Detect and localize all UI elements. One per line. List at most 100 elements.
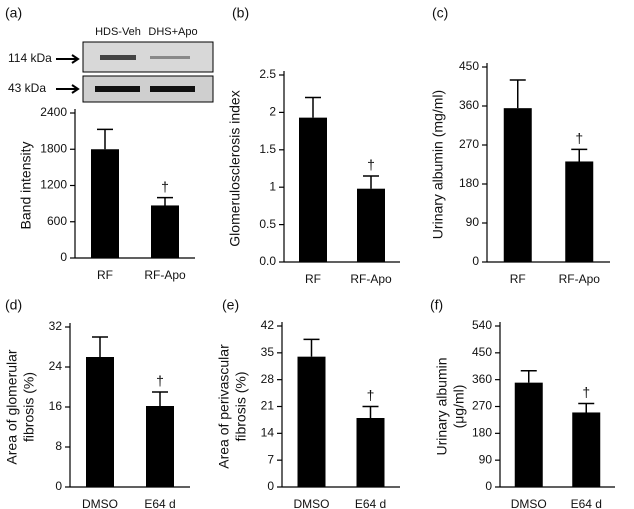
- significance-mark: †: [367, 157, 375, 173]
- panel-label: (e): [222, 297, 239, 313]
- y-axis-label: fibrosis (%): [233, 371, 249, 441]
- y-tick-label: 0: [267, 479, 274, 493]
- x-tick-label: E64 d: [355, 497, 386, 509]
- y-tick-label: 1: [269, 179, 276, 193]
- x-tick-label: RF-Apo: [350, 272, 392, 286]
- significance-mark: †: [156, 373, 164, 389]
- significance-mark: †: [575, 130, 583, 146]
- y-tick-label: 0: [60, 250, 67, 264]
- bar: [297, 356, 326, 487]
- bar: [565, 161, 594, 262]
- y-tick-label: 90: [479, 452, 493, 466]
- error-bar: [152, 391, 168, 406]
- y-tick-label: 32: [49, 319, 63, 333]
- panel-label: (f): [430, 297, 443, 313]
- bar: [357, 188, 385, 262]
- x-tick-label: DMSO: [82, 497, 118, 509]
- x-tick-label: RF-Apo: [559, 272, 601, 286]
- y-tick-label: 24: [49, 359, 63, 373]
- x-tick-label: RF: [510, 272, 526, 286]
- error-bar: [157, 196, 173, 206]
- y-axis-label: (μg/ml): [451, 385, 467, 429]
- blot-marker-label: 43 kDa: [8, 81, 46, 95]
- blot-band: [100, 55, 136, 60]
- error-bar: [578, 402, 595, 413]
- bar: [151, 205, 179, 258]
- y-tick-label: 0: [472, 254, 479, 268]
- y-axis-label: Urinary albumin: [434, 357, 450, 455]
- y-tick-label: 2.5: [259, 67, 276, 81]
- y-tick-label: 180: [459, 176, 479, 190]
- error-bar: [509, 79, 526, 109]
- y-tick-label: 270: [459, 137, 479, 151]
- significance-mark: †: [582, 384, 590, 400]
- y-tick-label: 90: [466, 215, 480, 229]
- y-tick-label: 0.0: [259, 254, 276, 268]
- y-tick-label: 1.5: [259, 142, 276, 156]
- y-tick-label: 0: [485, 479, 492, 493]
- x-tick-label: DMSO: [511, 497, 547, 509]
- y-tick-label: 360: [459, 98, 479, 112]
- y-tick-label: 16: [49, 399, 63, 413]
- error-bar: [97, 128, 113, 150]
- y-axis-label: fibrosis (%): [21, 372, 37, 442]
- bar: [91, 149, 119, 258]
- bar: [299, 117, 327, 262]
- y-tick-label: 21: [261, 399, 275, 413]
- panel-label: (d): [5, 297, 22, 313]
- y-tick-label: 270: [472, 399, 492, 413]
- y-tick-label: 450: [459, 59, 479, 73]
- x-tick-label: RF-Apo: [144, 268, 186, 282]
- western-blot: [56, 41, 214, 103]
- y-tick-label: 600: [47, 214, 67, 228]
- error-bar: [520, 369, 537, 383]
- y-tick-label: 180: [472, 426, 492, 440]
- x-tick-label: DMSO: [294, 497, 330, 509]
- y-tick-label: 360: [472, 372, 492, 386]
- blot-band: [150, 86, 195, 92]
- error-bar: [363, 175, 379, 189]
- bar: [514, 382, 543, 487]
- y-tick-label: 14: [261, 426, 275, 440]
- blot-marker-label: 114 kDa: [8, 51, 52, 65]
- x-tick-label: RF: [97, 268, 113, 282]
- x-tick-label: E64 d: [144, 497, 175, 509]
- error-bar: [305, 96, 321, 118]
- y-tick-label: 2: [269, 105, 276, 119]
- blot-lane-label: HDS-Veh: [95, 26, 141, 38]
- error-bar: [362, 405, 379, 418]
- bar: [86, 357, 114, 487]
- y-axis-label: Glomerulosclerosis index: [227, 90, 243, 246]
- significance-mark: †: [367, 387, 375, 403]
- x-tick-label: RF: [305, 272, 321, 286]
- y-tick-label: 35: [261, 345, 275, 359]
- y-tick-label: 28: [261, 372, 275, 386]
- y-tick-label: 1200: [40, 178, 67, 192]
- error-bar: [303, 338, 320, 357]
- significance-mark: †: [161, 178, 169, 194]
- bar: [572, 412, 601, 487]
- y-tick-label: 2400: [40, 105, 67, 119]
- y-tick-label: 1800: [40, 141, 67, 155]
- bar: [503, 108, 532, 263]
- bar: [146, 406, 174, 487]
- bar: [356, 418, 385, 487]
- blot-band: [150, 56, 190, 59]
- panel-label: (b): [232, 5, 249, 21]
- y-tick-label: 540: [472, 318, 492, 332]
- error-bar: [92, 336, 108, 357]
- y-axis-label: Band intensity: [18, 142, 34, 230]
- y-axis-label: Urinary albumin (mg/ml): [430, 90, 446, 239]
- blot-arrow: [56, 54, 80, 94]
- y-tick-label: 0: [55, 479, 62, 493]
- y-tick-label: 7: [267, 452, 274, 466]
- x-tick-label: E64 d: [571, 497, 602, 509]
- y-tick-label: 0.5: [259, 217, 276, 231]
- blot-lane-label: DHS+Apo: [148, 26, 197, 38]
- panel-label: (c): [432, 5, 448, 21]
- y-tick-label: 450: [472, 345, 492, 359]
- y-tick-label: 42: [261, 318, 275, 332]
- y-axis-label: Area of glomerular: [4, 349, 20, 465]
- y-tick-label: 8: [55, 439, 62, 453]
